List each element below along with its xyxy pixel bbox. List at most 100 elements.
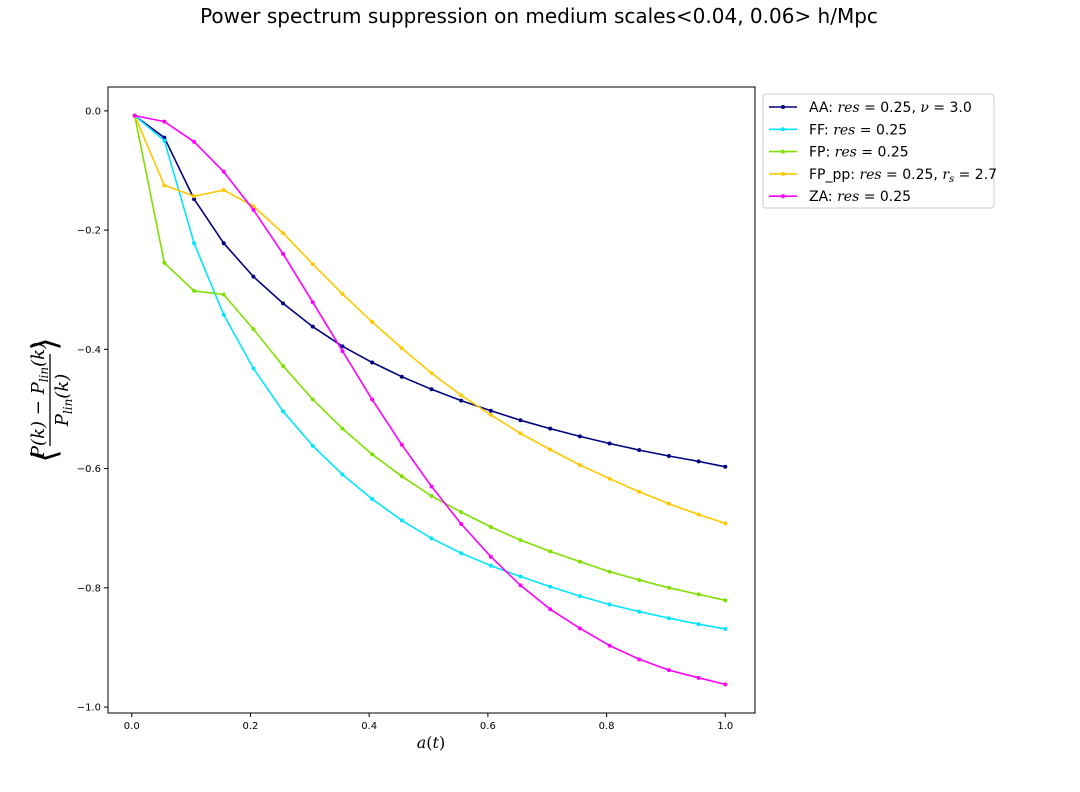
data-point-fp — [518, 538, 523, 543]
data-point-ff — [666, 616, 671, 621]
legend-marker-fp-pp — [781, 171, 785, 176]
data-point-fp-pp — [518, 431, 523, 436]
data-point-ff — [281, 409, 286, 414]
data-point-za — [607, 643, 612, 648]
legend-text-part: = 0.25, — [882, 167, 943, 183]
data-point-za — [548, 607, 553, 612]
legend-label-fp-pp: FP_pp: res = 0.25, rs = 2.7 — [809, 167, 997, 185]
data-point-fp — [607, 569, 612, 574]
data-point-ff — [340, 472, 345, 477]
data-point-fp — [548, 549, 553, 554]
y-axis-label-open: ⟨ — [25, 449, 65, 462]
x-tick-label: 0.4 — [361, 721, 377, 732]
legend-marker-za — [781, 194, 785, 199]
data-point-ff — [162, 138, 167, 143]
legend-text-part: res — [833, 122, 855, 138]
legend-text-part: FF: — [809, 122, 833, 138]
y-tick-label: −0.8 — [77, 583, 101, 594]
legend-text-part: res — [835, 145, 857, 161]
data-point-aa — [548, 426, 553, 431]
data-point-aa — [310, 324, 315, 329]
data-point-za — [340, 349, 345, 354]
data-point-fp — [310, 397, 315, 402]
x-tick-label: 0.0 — [124, 721, 140, 732]
data-point-za — [459, 522, 464, 527]
legend-text-part: AA: — [809, 100, 837, 116]
legend-marker-aa — [781, 105, 785, 109]
legend-text-part: res — [837, 189, 859, 205]
data-point-fp — [370, 452, 375, 457]
data-point-fp — [399, 474, 404, 479]
data-point-fp-pp — [221, 188, 226, 193]
data-point-fp-pp — [162, 183, 167, 188]
data-point-aa — [251, 274, 256, 279]
data-point-za — [429, 484, 434, 489]
legend-text-part: res — [837, 100, 859, 116]
data-point-fp-pp — [666, 501, 671, 506]
x-axis-label-var: a — [417, 733, 427, 752]
legend-text-part: = 3.0 — [929, 100, 972, 116]
data-point-za — [162, 119, 167, 124]
legend-marker-fp — [781, 149, 785, 154]
y-axis-label-num-a: P(k) — [28, 421, 49, 459]
data-point-fp — [192, 288, 197, 293]
legend-label-fp: FP: res = 0.25 — [809, 145, 909, 161]
data-point-za — [518, 583, 523, 588]
data-point-ff — [548, 584, 553, 589]
legend-label-ff: FF: res = 0.25 — [809, 122, 907, 138]
legend-text-part: = 0.25 — [857, 145, 909, 161]
data-point-fp — [221, 292, 226, 297]
x-tick-label: 0.2 — [243, 721, 259, 732]
data-point-aa — [607, 441, 612, 446]
legend-text-part: FP_pp: — [809, 167, 859, 183]
legend-text-part: ZA: — [809, 189, 837, 205]
y-axis-label-close: ⟩ — [25, 337, 65, 350]
legend-label-aa: AA: res = 0.25, ν = 3.0 — [809, 100, 972, 116]
data-point-ff — [607, 602, 612, 607]
data-point-fp-pp — [459, 393, 464, 398]
data-point-aa — [399, 374, 404, 379]
data-point-fp-pp — [399, 346, 404, 351]
legend: AA: res = 0.25, ν = 3.0FF: res = 0.25FP:… — [762, 93, 997, 209]
data-point-aa — [459, 398, 464, 403]
data-point-za — [637, 657, 642, 662]
data-point-fp — [251, 327, 256, 332]
data-point-fp-pp — [370, 319, 375, 324]
data-point-fp-pp — [696, 512, 701, 517]
data-point-ff — [310, 443, 315, 448]
legend-text-part: = 2.7 — [954, 167, 997, 183]
legend-text-part: = 0.25 — [859, 189, 911, 205]
data-point-za — [723, 682, 728, 687]
data-point-fp-pp — [607, 476, 612, 481]
plot-area — [132, 113, 728, 687]
legend-label-za: ZA: res = 0.25 — [809, 189, 911, 205]
data-point-fp-pp — [251, 204, 256, 209]
data-point-fp-pp — [577, 462, 582, 467]
data-point-za — [310, 300, 315, 305]
data-point-ff — [459, 551, 464, 556]
data-point-aa — [340, 344, 345, 349]
data-point-fp — [696, 592, 701, 597]
data-point-ff — [221, 312, 226, 317]
y-tick-label: 0.0 — [85, 106, 101, 117]
data-point-fp-pp — [723, 521, 728, 526]
y-axis-label-minus: − — [28, 400, 49, 415]
data-point-ff — [251, 366, 256, 371]
data-point-aa — [221, 241, 226, 246]
y-tick-label: −1.0 — [77, 703, 101, 714]
data-point-za — [281, 251, 286, 256]
data-point-za — [399, 442, 404, 447]
data-point-fp-pp — [192, 194, 197, 199]
legend-marker-ff — [781, 127, 785, 132]
data-point-fp — [429, 493, 434, 498]
legend-text-part: res — [859, 167, 881, 183]
y-axis-label-den-sub: lin — [61, 399, 75, 414]
y-axis-label-numerator: P(k) − Plin(k) — [28, 342, 51, 459]
data-point-fp-pp — [281, 231, 286, 236]
data-point-aa — [518, 418, 523, 423]
x-axis-label-paren-open: ( — [426, 733, 432, 752]
data-point-fp — [577, 559, 582, 564]
data-point-za — [192, 139, 197, 144]
data-point-aa — [723, 464, 728, 469]
data-point-ff — [696, 622, 701, 627]
